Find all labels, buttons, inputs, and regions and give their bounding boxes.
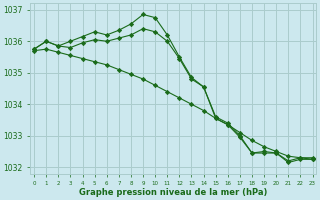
X-axis label: Graphe pression niveau de la mer (hPa): Graphe pression niveau de la mer (hPa) [79, 188, 268, 197]
